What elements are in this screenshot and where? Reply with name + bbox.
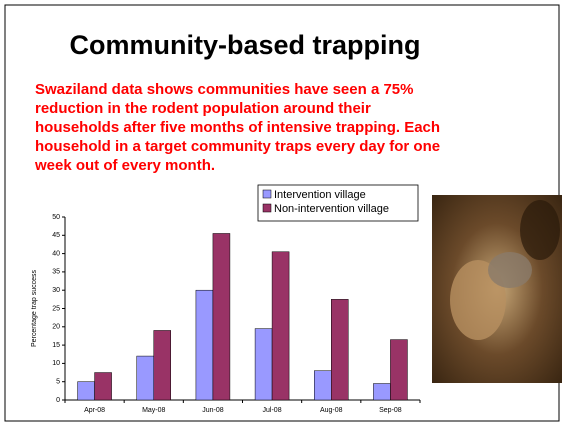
slide-title: Community-based trapping [69, 30, 420, 60]
bar [331, 299, 348, 400]
bar [390, 340, 407, 400]
y-tick-label: 50 [52, 214, 60, 221]
y-axis-label: Percentage trap success [31, 269, 38, 347]
x-tick-label: Apr-08 [84, 407, 105, 414]
body-line: reduction in the rodent population aroun… [35, 100, 371, 117]
y-tick-label: 25 [52, 305, 60, 312]
bar [196, 290, 213, 400]
bar [255, 329, 272, 400]
body-line: week out of every month. [34, 157, 215, 174]
body-line: Swaziland data shows communities have se… [35, 81, 413, 98]
legend-label: Non-intervention village [274, 203, 389, 215]
body-line: household in a target community traps ev… [35, 138, 440, 155]
x-tick-label: Jul-08 [263, 407, 282, 414]
y-tick-label: 15 [52, 342, 60, 349]
x-tick-label: May-08 [142, 407, 165, 414]
y-tick-label: 5 [56, 379, 60, 386]
y-tick-label: 40 [52, 250, 60, 257]
y-tick-label: 45 [52, 232, 60, 239]
x-tick-label: Jun-08 [202, 407, 224, 414]
x-tick-label: Aug-08 [320, 407, 343, 414]
bar [272, 252, 289, 400]
y-tick-label: 0 [56, 397, 60, 404]
y-tick-label: 30 [52, 287, 60, 294]
bar [213, 233, 230, 400]
slide: Community-based trapping Swaziland data … [0, 0, 565, 427]
bar [314, 371, 331, 400]
x-tick-label: Sep-08 [379, 407, 402, 414]
bar [95, 373, 112, 400]
bar [78, 382, 95, 400]
y-tick-label: 20 [52, 324, 60, 331]
legend-label: Intervention village [274, 189, 366, 201]
page: Community-based trapping Swaziland data … [0, 0, 565, 427]
bar [373, 384, 390, 400]
body-line: households after five months of intensiv… [35, 119, 440, 136]
photo [432, 195, 562, 383]
bar [154, 330, 171, 400]
y-tick-label: 35 [52, 269, 60, 276]
y-tick-label: 10 [52, 360, 60, 367]
legend-swatch [263, 204, 271, 212]
bar [137, 356, 154, 400]
legend-swatch [263, 190, 271, 198]
